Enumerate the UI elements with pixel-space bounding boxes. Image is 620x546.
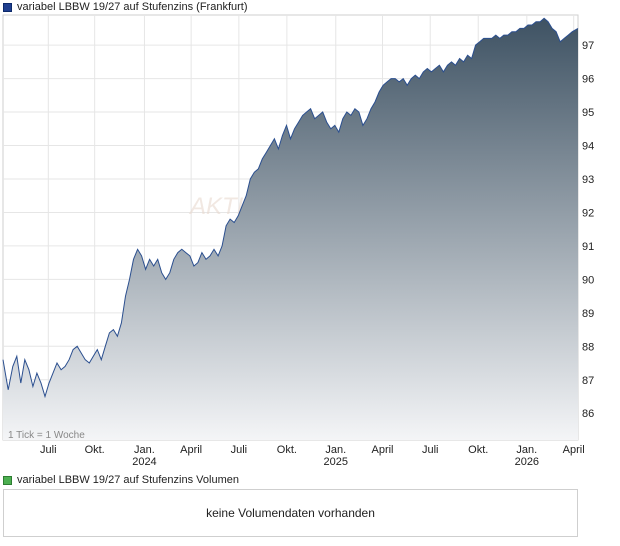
y-tick-label: 95 [582,107,594,119]
x-tick-label: April [371,444,393,456]
y-tick-label: 92 [582,207,594,219]
price-legend-label: variabel LBBW 19/27 auf Stufenzins (Fran… [17,1,248,13]
x-tick-label: Jan. [516,444,537,456]
tick-note: 1 Tick = 1 Woche [8,430,85,441]
y-tick-label: 94 [582,141,594,153]
price-line [2,17,579,399]
x-tick-year-label: 2024 [132,456,156,468]
x-tick-label: Juli [231,444,248,456]
x-tick-label: Jan. [325,444,346,456]
x-tick-label: Juli [40,444,57,456]
volume-legend-swatch [3,475,12,485]
y-tick-label: 96 [582,74,594,86]
price-legend: variabel LBBW 19/27 auf Stufenzins (Fran… [3,0,248,14]
x-tick-label: April [563,444,585,456]
volume-legend: variabel LBBW 19/27 auf Stufenzins Volum… [3,473,239,487]
y-tick-label: 93 [582,174,594,186]
x-tick-year-label: 2026 [515,456,539,468]
y-tick-label: 86 [582,408,594,420]
y-tick-label: 90 [582,274,594,286]
price-legend-swatch [3,2,12,12]
y-tick-label: 97 [582,40,594,52]
y-axis-ticks: 86 87 88 89 90 91 92 93 94 95 96 97 [582,40,594,420]
x-tick-label: April [180,444,202,456]
y-tick-label: 88 [582,341,594,353]
x-tick-label: Juli [422,444,439,456]
x-tick-label: Okt. [85,444,105,456]
x-tick-label: Jan. [134,444,155,456]
volume-panel: keine Volumendaten vorhanden [3,489,578,537]
volume-empty-message: keine Volumendaten vorhanden [206,506,375,520]
volume-legend-label: variabel LBBW 19/27 auf Stufenzins Volum… [17,474,239,486]
y-tick-label: 91 [582,241,594,253]
y-tick-label: 87 [582,375,594,387]
y-tick-label: 89 [582,308,594,320]
x-tick-label: Okt. [468,444,488,456]
price-area [3,18,578,441]
x-tick-label: Okt. [277,444,297,456]
x-tick-year-label: 2025 [324,456,348,468]
